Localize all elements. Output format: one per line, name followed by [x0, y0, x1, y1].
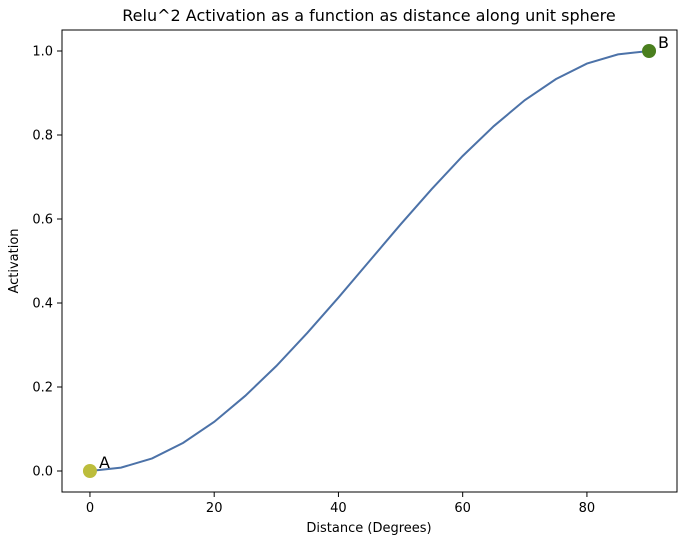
- y-tick-label: 0.6: [32, 213, 53, 228]
- y-tick-label: 0.0: [32, 465, 53, 480]
- x-tick-label: 80: [579, 501, 596, 516]
- point-a-marker: [82, 464, 97, 478]
- x-tick-label: 20: [206, 501, 223, 516]
- point-b-label: B: [658, 33, 669, 52]
- plot-frame: [61, 29, 678, 493]
- y-tick-label: 0.8: [32, 129, 53, 144]
- x-tick-label: 0: [86, 501, 94, 516]
- x-tick-label: 40: [330, 501, 347, 516]
- y-tick-label: 1.0: [32, 45, 53, 60]
- point-b-marker: [642, 44, 657, 58]
- y-tick-label: 0.4: [32, 297, 53, 312]
- x-tick-label: 60: [454, 501, 471, 516]
- point-a-label: A: [99, 453, 110, 472]
- y-tick-label: 0.2: [32, 381, 53, 396]
- y-axis-label: Activation: [7, 228, 22, 293]
- plot-area: 0 20 40 60 80 0.0 0.2 0.4 0.6 0.8 1.0 A B: [32, 29, 678, 516]
- x-axis-label: Distance (Degrees): [306, 521, 431, 536]
- series-line: [89, 50, 650, 472]
- chart-title: Relu^2 Activation as a function as dista…: [122, 6, 615, 25]
